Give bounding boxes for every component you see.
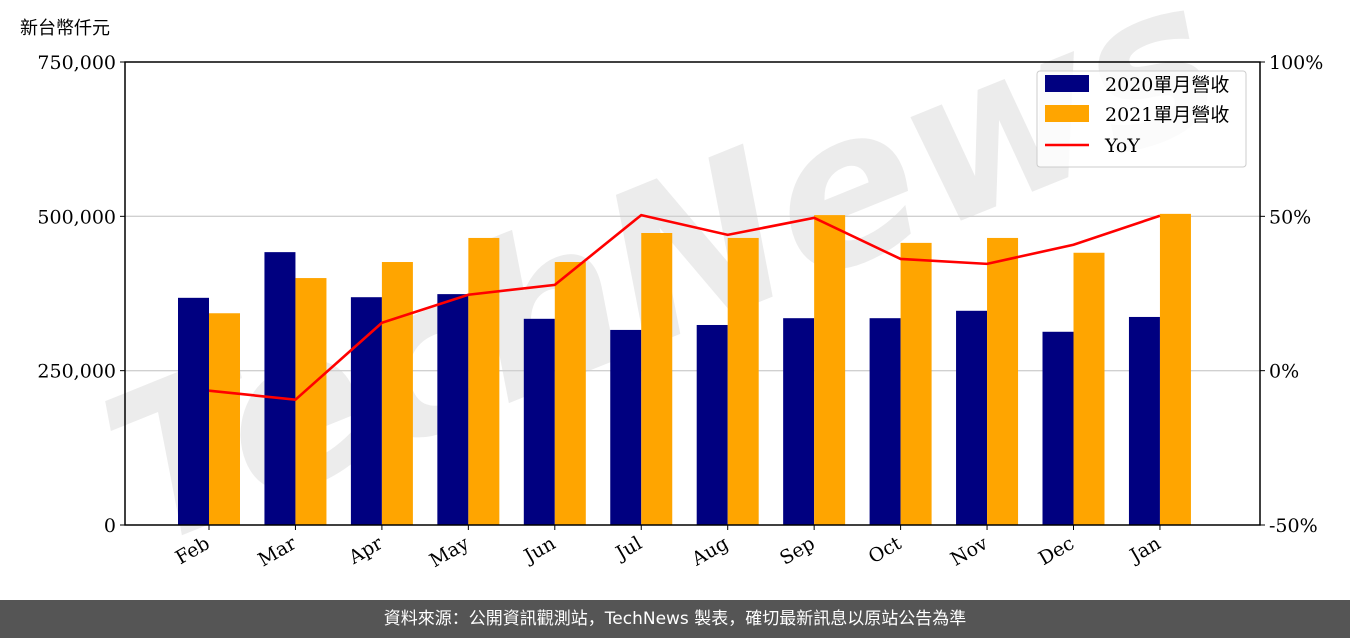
x-tick-label: Oct: [865, 532, 906, 568]
plot-frame: [124, 61, 1261, 526]
x-tick-label: Dec: [1035, 532, 1078, 570]
bar-2020: [696, 324, 728, 525]
bar-2021: [987, 237, 1019, 525]
bar-2020: [783, 318, 815, 525]
x-tick-label: Jul: [611, 532, 646, 565]
y-tick-label-left: 750,000: [37, 52, 116, 74]
x-tick-label: Aug: [687, 532, 732, 571]
bar-2021: [468, 237, 500, 525]
bar-2021: [900, 242, 932, 525]
bar-2021: [295, 278, 327, 525]
legend-label: 2021單月營收: [1105, 104, 1229, 126]
revenue-chart: TechNews0250,000500,000750,000-50%0%50%1…: [37, 0, 1323, 595]
bar-2021: [554, 262, 586, 525]
source-footer: 資料來源：公開資訊觀測站，TechNews 製表，確切最新訊息以原站公告為準: [0, 600, 1350, 638]
bar-2021: [1073, 252, 1105, 526]
bar-2020: [869, 318, 901, 525]
legend-swatch: [1045, 105, 1089, 122]
bar-2020: [956, 310, 988, 525]
y-tick-label-left: 500,000: [37, 206, 116, 228]
y-tick-label-right: 0%: [1269, 361, 1299, 383]
bar-2021: [209, 313, 240, 525]
bar-2021: [814, 215, 846, 525]
bar-2020: [264, 252, 296, 525]
x-tick-label: Sep: [776, 532, 819, 569]
bar-2020: [437, 294, 469, 525]
x-tick-label: May: [426, 532, 473, 572]
y-axis-unit-label: 新台幣仟元: [20, 18, 110, 39]
bar-2021: [641, 233, 673, 525]
bar-2021: [1159, 213, 1191, 525]
legend-label: YoY: [1104, 135, 1140, 157]
y-tick-label-right: 50%: [1269, 206, 1311, 228]
x-tick-label: Nov: [947, 532, 992, 571]
y-tick-label-right: 100%: [1269, 52, 1323, 74]
legend-swatch: [1045, 75, 1089, 92]
y-tick-label-left: 0: [104, 515, 116, 537]
x-tick-label: Jun: [519, 532, 560, 568]
bar-2020: [178, 297, 209, 525]
legend-box: [1036, 70, 1247, 168]
bar-2020: [610, 329, 642, 525]
yoy-line: [208, 213, 1161, 402]
bar-2020: [523, 318, 555, 525]
bar-2020: [350, 297, 382, 525]
x-tick-label: Jan: [1125, 532, 1165, 568]
bar-2021: [727, 237, 759, 525]
legend-label: 2020單月營收: [1105, 74, 1229, 96]
y-tick-label-left: 250,000: [37, 361, 116, 383]
bar-2021: [381, 262, 413, 525]
x-tick-label: Apr: [344, 532, 387, 569]
y-tick-label-right: -50%: [1269, 515, 1318, 537]
bar-2020: [1042, 331, 1074, 525]
bar-2020: [1128, 316, 1160, 525]
